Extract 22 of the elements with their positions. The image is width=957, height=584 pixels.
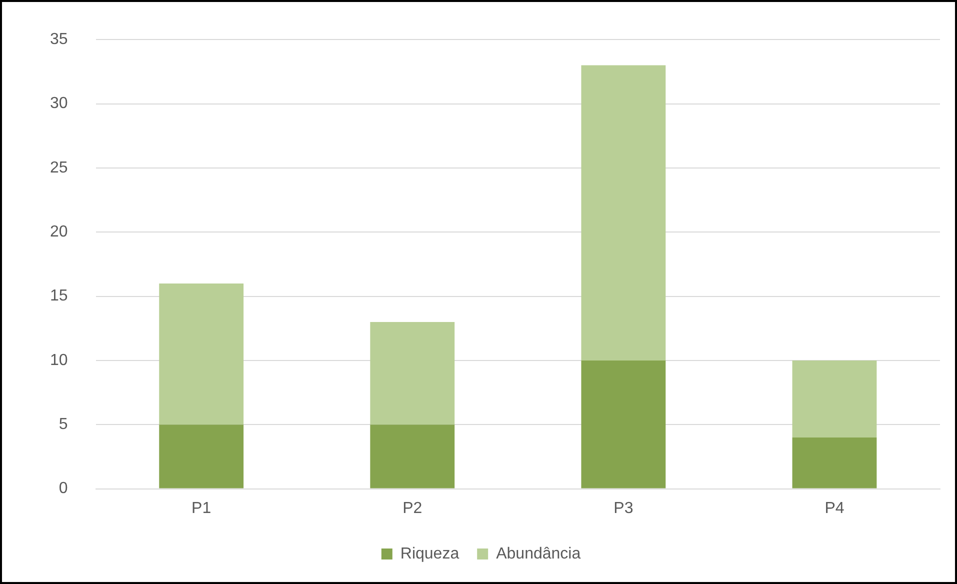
y-tick-label: 25 — [50, 159, 68, 176]
legend-label: Abundância — [496, 545, 581, 562]
y-tick-label: 30 — [50, 95, 68, 112]
y-tick-label: 35 — [50, 31, 68, 48]
y-tick-label: 0 — [58, 480, 68, 498]
bar — [159, 424, 244, 488]
x-tick-label: P2 — [402, 500, 422, 517]
bar — [792, 437, 877, 488]
legend-label: Riqueza — [400, 545, 460, 562]
bar — [370, 424, 455, 488]
bar — [581, 65, 666, 360]
y-tick-label: 15 — [50, 288, 68, 305]
bar — [370, 322, 455, 425]
bar — [581, 360, 666, 488]
x-tick-label: P1 — [192, 500, 212, 517]
y-tick-label: 20 — [50, 224, 68, 241]
bar — [159, 283, 244, 425]
bar — [792, 360, 877, 438]
y-tick-label: 5 — [58, 416, 68, 434]
x-tick-label: P3 — [614, 500, 634, 517]
x-tick-label: P4 — [824, 500, 844, 517]
y-tick-label: 10 — [50, 352, 68, 369]
